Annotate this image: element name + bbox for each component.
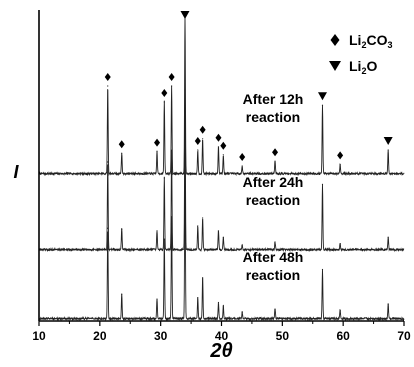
- legend-label-part: CO: [366, 32, 387, 48]
- peak-point: [217, 230, 220, 232]
- li2co3-peak-marker: [118, 140, 125, 149]
- peak-point: [274, 160, 276, 162]
- li2co3-peak-marker: [168, 73, 175, 81]
- peak-point: [171, 85, 173, 87]
- peak-point: [387, 303, 389, 305]
- peak-point: [121, 293, 123, 295]
- li2co3-peak-marker: [220, 141, 227, 150]
- peak-point: [171, 216, 173, 218]
- peak-point: [241, 244, 243, 246]
- peak-point: [274, 308, 276, 310]
- legend-label: Li2CO3: [349, 32, 392, 50]
- peak-point: [156, 230, 158, 232]
- x-tick-label: 70: [397, 329, 411, 343]
- legend-label-part: 3: [387, 40, 392, 50]
- legend-label-part: Li: [349, 58, 361, 74]
- x-tick-label: 50: [276, 329, 290, 343]
- series-line: [38, 14, 405, 177]
- peak-point: [321, 183, 324, 185]
- legend-label: Li2O: [349, 58, 377, 76]
- series-label-line1: After 24h: [243, 174, 304, 190]
- peak-point: [163, 239, 165, 241]
- peak-point: [121, 152, 123, 154]
- peak-point: [197, 149, 199, 151]
- peak-point: [387, 149, 389, 151]
- peak-point: [184, 89, 186, 91]
- peak-point: [222, 236, 224, 238]
- legend-label-part: O: [366, 58, 377, 74]
- x-tick-label: 60: [336, 329, 350, 343]
- peak-point: [163, 101, 165, 103]
- peak-point: [202, 277, 204, 279]
- axes: 10 20 30 40 50 60 70 2θ I: [13, 10, 411, 362]
- x-tick-label: 30: [154, 329, 168, 343]
- li2co3-peak-marker: [239, 153, 246, 161]
- peak-point: [107, 161, 109, 163]
- li2co3-peak-marker: [104, 73, 111, 81]
- series-label-line1: After 12h: [243, 91, 304, 107]
- peak-point: [241, 311, 243, 313]
- legend-label-part: 2: [361, 40, 366, 50]
- peak-point: [222, 305, 224, 307]
- peak-point: [321, 268, 324, 271]
- legend-diamond-icon: [330, 34, 340, 46]
- peak-point: [156, 151, 158, 153]
- li2o-peak-marker: [383, 137, 393, 145]
- legend-triangle-icon: [329, 61, 341, 71]
- peak-point: [217, 301, 220, 304]
- peak-point: [321, 104, 324, 106]
- series-label-line1: After 48h: [243, 249, 304, 265]
- peak-point: [197, 225, 199, 227]
- peak-point: [387, 236, 389, 238]
- li2o-peak-marker: [317, 92, 327, 101]
- li2o-peak-marker: [180, 11, 190, 19]
- peak-point: [156, 298, 158, 300]
- li2co3-peak-marker: [199, 125, 206, 134]
- series-line: [38, 88, 405, 253]
- series-label-line2: reaction: [246, 109, 300, 125]
- peak-point: [107, 85, 109, 87]
- x-axis-title: 2θ: [209, 340, 232, 362]
- peak-point: [222, 154, 224, 156]
- series-label-line2: reaction: [246, 267, 300, 283]
- peak-point: [171, 150, 173, 152]
- x-tick-label: 10: [32, 329, 46, 343]
- peak-point: [107, 227, 109, 229]
- legend-label-part: 2: [361, 66, 366, 76]
- peak-point: [339, 163, 341, 165]
- li2co3-peak-marker: [272, 148, 279, 157]
- plot-area: After 12h reaction After 24h reaction After …: [38, 11, 405, 322]
- series-line: [38, 153, 405, 322]
- li2co3-peak-marker: [161, 89, 168, 97]
- li2co3-peak-marker: [154, 138, 161, 147]
- legend-label-part: Li: [349, 32, 361, 48]
- peak-point: [274, 241, 276, 243]
- peak-point: [339, 310, 341, 312]
- peak-point: [121, 228, 123, 230]
- li2co3-peak-marker: [194, 137, 201, 145]
- series-label-line2: reaction: [246, 192, 300, 208]
- li2co3-peak-marker: [337, 151, 344, 160]
- x-tick-label: 40: [215, 329, 229, 343]
- x-tick-label: 20: [93, 329, 107, 343]
- peak-point: [197, 296, 199, 299]
- peak-point: [339, 243, 341, 245]
- peak-point: [241, 165, 243, 167]
- y-axis-title: I: [13, 162, 19, 182]
- li2co3-peak-marker: [215, 133, 222, 142]
- peak-point: [202, 217, 204, 219]
- peak-point: [163, 177, 165, 179]
- peak-point: [217, 146, 220, 148]
- peak-point: [202, 138, 204, 140]
- peak-point: [184, 153, 186, 155]
